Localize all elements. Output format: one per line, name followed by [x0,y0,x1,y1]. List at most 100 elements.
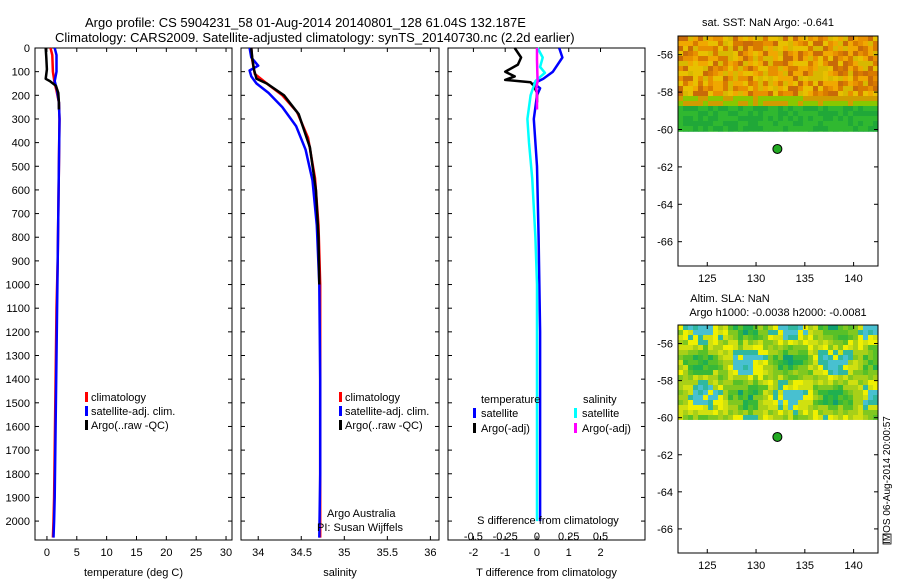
heat-cell [718,56,724,62]
heat-cell [678,350,684,356]
heat-cell [803,96,809,102]
heat-cell [723,330,729,336]
heat-cell [783,101,789,107]
heat-cell [858,345,864,351]
heat-cell [853,370,859,376]
heat-cell [693,76,699,82]
heat-cell [678,131,684,132]
heat-cell [808,370,814,376]
x-tick-label: 15 [130,547,142,559]
heat-cell [733,345,739,351]
x-axis-label: temperature (deg C) [84,567,183,579]
heat-cell [688,340,694,346]
heat-cell [743,71,749,77]
heat-cell [813,380,819,386]
heat-cell [858,385,864,391]
heat-cell [693,325,699,331]
heat-cell [808,121,814,127]
heat-cell [808,51,814,57]
heat-cell [838,370,844,376]
heat-cell [798,71,804,77]
heat-cell [708,415,714,420]
heat-cell [833,96,839,102]
heat-cell [703,36,709,42]
x-tick-label: 20 [160,547,172,559]
heat-cell [768,340,774,346]
heat-cell [783,61,789,67]
heat-cell [813,106,819,112]
heat-cell [833,400,839,406]
heat-cell [763,131,769,132]
heat-cell [738,106,744,112]
heat-cell [768,106,774,112]
heat-cell [778,345,784,351]
heat-cell [843,36,849,42]
heat-cell [853,385,859,391]
heat-cell [873,405,879,411]
heat-cell [863,41,869,47]
heat-cell [803,330,809,336]
legend-swatch [339,420,342,430]
heat-cell [713,81,719,87]
heat-cell [713,71,719,77]
heat-cell [753,395,759,401]
heat-cell [703,41,709,47]
heat-cell [678,46,684,52]
heat-cell [788,96,794,102]
heat-cell [753,86,759,92]
heat-cell [708,375,714,381]
heat-cell [803,410,809,416]
heat-cell [688,56,694,62]
heat-cell [728,355,734,361]
float-position-marker [772,431,783,442]
heat-cell [693,415,699,420]
heat-cell [688,345,694,351]
heat-cell [728,400,734,406]
heat-cell [868,355,874,361]
heat-cell [738,395,744,401]
heat-cell [858,330,864,336]
heat-cell [868,365,874,371]
heat-cell [843,111,849,117]
heat-cell [713,46,719,52]
heat-cell [748,81,754,87]
heat-cell [758,380,764,386]
x-tick-label: 30 [220,547,232,559]
heat-cell [818,66,824,72]
heat-cell [703,325,709,331]
heat-cell [733,76,739,82]
heat-cell [698,410,704,416]
heat-cell [873,106,879,112]
heat-cell [698,335,704,341]
heat-cell [808,390,814,396]
heat-cell [738,375,744,381]
heat-cell [808,36,814,42]
heat-cell [723,106,729,112]
heat-cell [758,76,764,82]
heat-cell [758,405,764,411]
heat-cell [868,405,874,411]
heat-cell [818,365,824,371]
heat-cell [763,51,769,57]
heat-cell [688,51,694,57]
heat-cell [678,121,684,127]
heat-cell [803,350,809,356]
heat-cell [758,61,764,67]
heat-cell [828,36,834,42]
heat-cell [698,71,704,77]
heat-cell [828,405,834,411]
heat-cell [688,71,694,77]
heat-cell [833,395,839,401]
heat-cell [833,116,839,122]
heat-cell [753,41,759,47]
heat-cell [828,335,834,341]
heat-cell [728,61,734,67]
heat-cell [823,66,829,72]
heat-cell [698,51,704,57]
heat-cell [783,370,789,376]
heat-cell [733,91,739,97]
heat-cell [733,400,739,406]
heat-cell [718,380,724,386]
heat-cell [843,335,849,341]
heat-cell [833,56,839,62]
